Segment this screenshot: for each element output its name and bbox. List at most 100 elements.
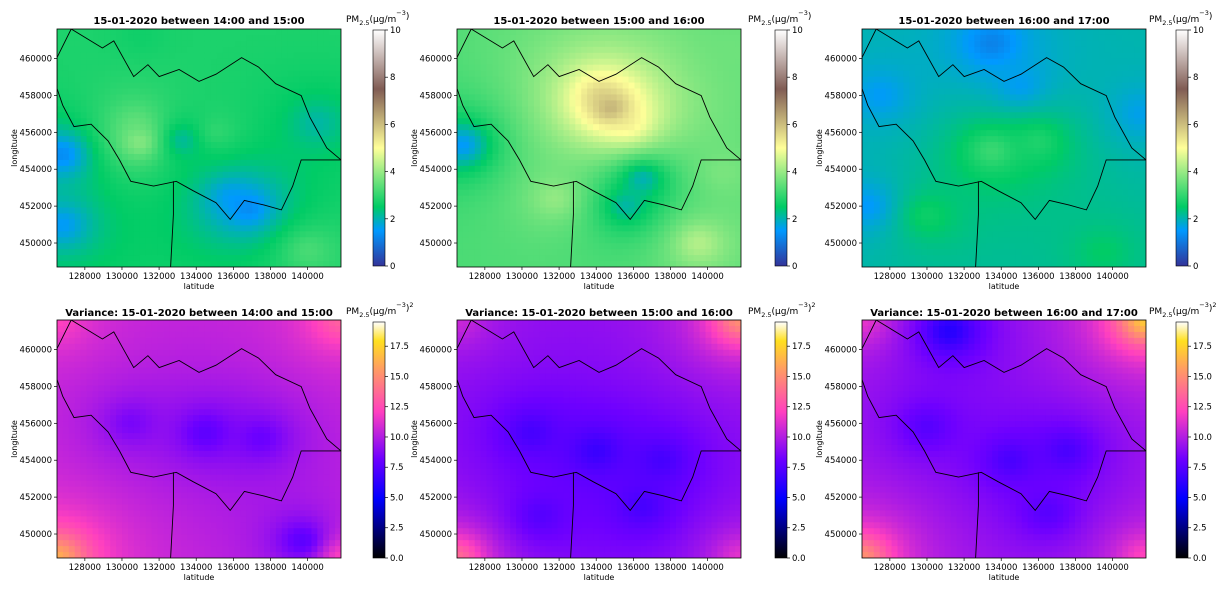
y-tick-label: 458000 <box>420 91 452 101</box>
x-axis-label: latitude <box>584 573 615 582</box>
x-tick-label: 136000 <box>617 272 649 282</box>
colorbar-tick-label: 5.0 <box>390 493 404 503</box>
colorbar-label-part: −3 <box>1199 9 1209 17</box>
colorbar-label-part: (µg/m <box>1173 307 1200 317</box>
colorbar-label-part: −3 <box>798 301 808 309</box>
subplot-1: 15-01-2020 between 14:00 and 15:00 128000… <box>10 9 409 291</box>
chart-title: 15-01-2020 between 15:00 and 16:00 <box>493 16 704 27</box>
colorbar-tick-label: 7.5 <box>390 463 404 473</box>
x-tick-label: 128000 <box>874 272 906 282</box>
x-tick-label: 136000 <box>617 563 649 573</box>
colorbar-tick-label: 5.0 <box>792 493 806 503</box>
boundary-line <box>570 181 574 268</box>
colorbar-label-part: PM <box>346 307 359 317</box>
axes-frame <box>456 28 742 268</box>
colorbar-tick-label: 12.5 <box>792 403 811 413</box>
x-axis-label: latitude <box>584 282 615 291</box>
colorbar <box>1175 321 1189 559</box>
x-tick-label: 128000 <box>874 563 906 573</box>
colorbar-tick-label: 8 <box>1193 73 1198 83</box>
colorbar-label-part: −3 <box>396 9 406 17</box>
colorbar-tick-label: 12.5 <box>390 403 409 413</box>
colorbar-label: PM2.5(µg/m−3) <box>748 9 811 27</box>
heatmap-field <box>57 29 341 267</box>
x-tick-label: 134000 <box>985 272 1017 282</box>
x-tick-label: 128000 <box>69 272 101 282</box>
colorbar <box>372 321 386 559</box>
colorbar-label: PM2.5(µg/m−3) <box>346 9 409 27</box>
colorbar-tick-label: 6 <box>390 120 395 130</box>
x-tick-label: 140000 <box>291 272 323 282</box>
y-tick-label: 456000 <box>20 128 52 138</box>
axes-frame <box>56 319 342 559</box>
y-tick-label: 460000 <box>420 346 452 356</box>
y-tick-label: 450000 <box>20 239 52 249</box>
y-tick-label: 450000 <box>420 239 452 249</box>
x-tick-label: 134000 <box>580 563 612 573</box>
chart-title: 15-01-2020 between 14:00 and 15:00 <box>93 16 304 27</box>
x-tick-label: 132000 <box>948 272 980 282</box>
y-tick-label: 454000 <box>420 165 452 175</box>
heatmap-field <box>457 320 741 558</box>
x-tick-label: 136000 <box>217 563 249 573</box>
y-tick-label: 450000 <box>825 239 857 249</box>
colorbar-tick-label: 0 <box>1193 262 1198 272</box>
y-axis-label: longitude <box>10 420 19 458</box>
x-tick-label: 138000 <box>654 272 686 282</box>
axes-frame <box>861 319 1147 559</box>
colorbar-label-part: −3 <box>1199 301 1209 309</box>
y-tick-label: 452000 <box>825 202 857 212</box>
subplot-6: Variance: 15-01-2020 between 16:00 and 1… <box>815 301 1217 582</box>
y-tick-label: 460000 <box>20 346 52 356</box>
colorbar-tick-label: 10.0 <box>1193 433 1212 443</box>
colorbar-tick-label: 6 <box>1193 120 1198 130</box>
x-axis-label: latitude <box>184 573 215 582</box>
x-tick-label: 130000 <box>506 563 538 573</box>
colorbar-label-part: 2 <box>409 301 413 309</box>
y-tick-label: 454000 <box>420 456 452 466</box>
y-tick-label: 452000 <box>20 493 52 503</box>
axes-frame <box>456 319 742 559</box>
boundary-line <box>570 472 574 559</box>
y-tick-label: 456000 <box>825 419 857 429</box>
colorbar-tick-label: 7.5 <box>792 463 806 473</box>
subplot-3: 15-01-2020 between 16:00 and 17:00 128000… <box>815 9 1212 291</box>
y-tick-label: 456000 <box>420 419 452 429</box>
chart-title: Variance: 15-01-2020 between 16:00 and 1… <box>870 308 1138 319</box>
x-tick-label: 132000 <box>143 272 175 282</box>
x-tick-label: 138000 <box>1059 563 1091 573</box>
boundary-line <box>57 320 341 512</box>
x-tick-label: 128000 <box>469 272 501 282</box>
y-tick-label: 460000 <box>825 55 857 65</box>
x-tick-label: 136000 <box>1022 563 1054 573</box>
colorbar-label: PM2.5(µg/m−3)2 <box>1149 301 1217 319</box>
y-tick-label: 450000 <box>825 530 857 540</box>
colorbar-tick-label: 10.0 <box>390 433 409 443</box>
boundary-line <box>975 472 979 559</box>
y-tick-label: 458000 <box>20 382 52 392</box>
colorbar <box>774 29 788 267</box>
y-tick-label: 452000 <box>20 202 52 212</box>
colorbar-label-part: ) <box>406 12 410 22</box>
x-tick-label: 130000 <box>106 272 138 282</box>
colorbar-label-part: ) <box>808 304 812 314</box>
x-tick-label: 128000 <box>69 563 101 573</box>
y-tick-label: 456000 <box>20 419 52 429</box>
x-tick-label: 132000 <box>143 563 175 573</box>
colorbar-tick-label: 2 <box>390 215 395 225</box>
x-tick-label: 134000 <box>985 563 1017 573</box>
y-tick-label: 452000 <box>420 493 452 503</box>
colorbar-label-part: PM <box>346 15 359 25</box>
y-tick-label: 460000 <box>420 55 452 65</box>
x-tick-label: 138000 <box>254 563 286 573</box>
colorbar-label-part: −3 <box>396 301 406 309</box>
colorbar-tick-label: 10 <box>1193 26 1204 36</box>
x-axis-label: latitude <box>184 282 215 291</box>
heatmap-field <box>862 29 1146 267</box>
x-tick-label: 128000 <box>469 563 501 573</box>
x-tick-label: 132000 <box>948 563 980 573</box>
y-tick-label: 454000 <box>825 456 857 466</box>
colorbar-tick-label: 8 <box>390 73 395 83</box>
x-tick-label: 130000 <box>911 272 943 282</box>
